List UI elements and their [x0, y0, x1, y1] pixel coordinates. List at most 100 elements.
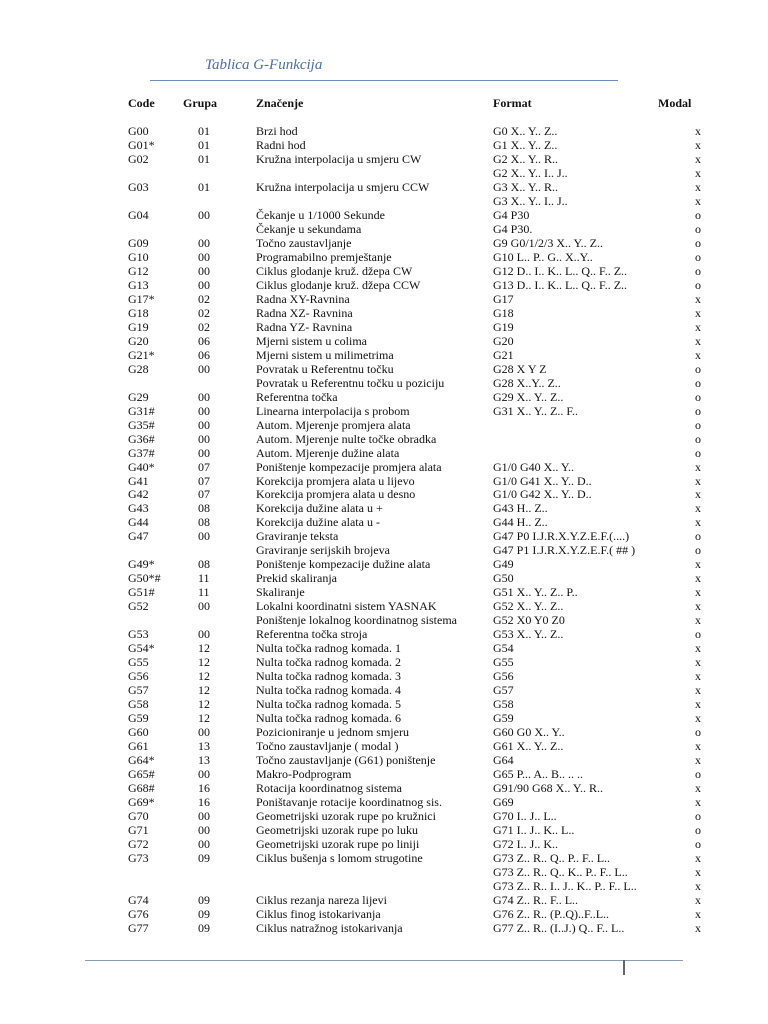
- cell-modal: x: [695, 179, 701, 194]
- cell-znacenje: Povratak u Referentnu točku: [256, 361, 394, 376]
- cell-modal: x: [695, 124, 701, 138]
- cell-znacenje: Referentna točka stroja: [256, 627, 368, 642]
- footer-divider: [85, 960, 683, 961]
- cell-code: G51#: [128, 585, 155, 600]
- cell-grupa: 07: [198, 473, 210, 488]
- cell-code: G02: [128, 151, 149, 166]
- cell-znacenje: Korekcija dužine alata u -: [256, 515, 380, 530]
- cell-format: G10 L.. P.. G.. X..Y..: [493, 249, 593, 264]
- table-row: G12 00 Ciklus glodanje kruž. džepa CW G12 D…: [0, 264, 768, 278]
- cell-grupa: 06: [198, 347, 210, 362]
- cell-grupa: 08: [198, 515, 210, 530]
- cell-grupa: 12: [198, 641, 210, 656]
- cell-znacenje: Ciklus bušenja s lomom strugotine: [256, 850, 423, 865]
- cell-znacenje: Kružna interpolacija u smjeru CW: [256, 151, 422, 166]
- cell-code: G58: [128, 697, 149, 712]
- cell-grupa: 12: [198, 697, 210, 712]
- cell-modal: x: [695, 585, 701, 600]
- cell-znacenje: Skaliranje: [256, 585, 305, 600]
- cell-znacenje: Geometrijski uzorak rupe po liniji: [256, 836, 420, 851]
- cell-code: G76: [128, 906, 149, 921]
- header-znacenje: Značenje: [256, 96, 304, 110]
- cell-code: G00: [128, 124, 149, 138]
- cell-znacenje: Čekanje u sekundama: [256, 221, 362, 236]
- cell-znacenje: Autom. Mjerenje dužine alata: [256, 445, 400, 460]
- cell-grupa: 00: [198, 249, 210, 264]
- cell-format: G4 P30: [493, 207, 530, 222]
- cell-modal: x: [695, 920, 701, 935]
- cell-znacenje: Referentna točka: [256, 389, 338, 404]
- cell-code: G68#: [128, 781, 155, 796]
- cell-znacenje: Mjerni sistem u colima: [256, 333, 367, 348]
- cell-znacenje: Nulta točka radnog komada. 6: [256, 711, 401, 726]
- cell-format: G52 X0 Y0 Z0: [493, 613, 565, 628]
- table-row: G74 09 Ciklus rezanja nareza lijevi G74 Z..…: [0, 893, 768, 907]
- cell-code: G09: [128, 235, 149, 250]
- cell-grupa: 00: [198, 277, 210, 292]
- cell-modal: o: [695, 836, 701, 851]
- cell-grupa: 07: [198, 487, 210, 502]
- header-modal: Modal: [658, 96, 692, 110]
- cell-format: G2 X.. Y.. I.. J..: [493, 165, 568, 180]
- table-row: Povratak u Referentnu točku u poziciju G2…: [0, 376, 768, 390]
- cell-modal: o: [695, 263, 701, 278]
- cell-modal: x: [695, 305, 701, 320]
- table-row: G02 01 Kružna interpolacija u smjeru CW G2 …: [0, 152, 768, 166]
- cell-format: G70 I.. J.. L..: [493, 809, 557, 824]
- cell-znacenje: Ciklus glodanje kruž. džepa CCW: [256, 277, 421, 292]
- cell-format: G12 D.. I.. K.. L.. Q.. F.. Z..: [493, 263, 628, 278]
- cell-modal: x: [695, 501, 701, 516]
- cell-code: G01*: [128, 137, 155, 152]
- cell-format: G52 X.. Y.. Z..: [493, 599, 564, 614]
- cell-modal: x: [695, 655, 701, 670]
- cell-format: G2 X.. Y.. R..: [493, 151, 559, 166]
- cell-modal: x: [695, 641, 701, 656]
- cell-grupa: 02: [198, 319, 210, 334]
- table-row: G76 09 Ciklus finog istokarivanja G76 Z.. R…: [0, 907, 768, 921]
- table-row: G73 Z.. R.. I.. J.. K.. P.. F.. L.. x: [0, 879, 768, 893]
- cell-format: G72 I.. J.. K..: [493, 836, 558, 851]
- cell-format: G56: [493, 669, 514, 684]
- cell-code: G70: [128, 809, 149, 824]
- cell-modal: x: [695, 781, 701, 796]
- cell-code: G53: [128, 627, 149, 642]
- cell-grupa: 00: [198, 263, 210, 278]
- cell-modal: x: [695, 711, 701, 726]
- table-row: G56 12 Nulta točka radnog komada. 3 G56 x: [0, 669, 768, 683]
- cell-format: G49: [493, 557, 514, 572]
- cell-grupa: 06: [198, 333, 210, 348]
- cell-modal: x: [695, 557, 701, 572]
- cell-znacenje: Radna XY-Ravnina: [256, 291, 350, 306]
- cell-format: G76 Z.. R.. (P..Q)..F..L..: [493, 906, 610, 921]
- cell-modal: x: [695, 151, 701, 166]
- cell-znacenje: Prekid skaliranja: [256, 571, 337, 586]
- table-row: G00 01 Brzi hod G0 X.. Y.. Z.. x: [0, 124, 768, 138]
- table-row: G35# 00 Autom. Mjerenje promjera alata o: [0, 418, 768, 432]
- cell-code: G52: [128, 599, 149, 614]
- cell-modal: o: [695, 543, 701, 558]
- cell-format: G65 P... A.. B.. .. ..: [493, 767, 584, 782]
- cell-format: G53 X.. Y.. Z..: [493, 627, 564, 642]
- cell-code: G50*#: [128, 571, 161, 586]
- cell-modal: x: [695, 697, 701, 712]
- cell-format: G55: [493, 655, 514, 670]
- table-row: G2 X.. Y.. I.. J.. x: [0, 166, 768, 180]
- table-row: G55 12 Nulta točka radnog komada. 2 G55 x: [0, 655, 768, 669]
- cell-znacenje: Korekcija promjera alata u lijevo: [256, 473, 415, 488]
- cell-znacenje: Geometrijski uzorak rupe po kružnici: [256, 809, 436, 824]
- cell-znacenje: Ciklus glodanje kruž. džepa CW: [256, 263, 413, 278]
- cell-modal: o: [695, 767, 701, 782]
- cell-code: G60: [128, 725, 149, 740]
- cell-modal: x: [695, 613, 701, 628]
- table-row: G41 07 Korekcija promjera alata u lijevo G1…: [0, 474, 768, 488]
- header-code: Code: [128, 96, 155, 110]
- cell-znacenje: Poništenje lokalnog koordinatnog sistema: [256, 613, 457, 628]
- cell-modal: o: [695, 445, 701, 460]
- table-row: G73 09 Ciklus bušenja s lomom strugotine G7…: [0, 851, 768, 865]
- cell-format: G0 X.. Y.. Z..: [493, 124, 558, 138]
- cell-znacenje: Poništenje kompezacije promjera alata: [256, 459, 442, 474]
- cell-modal: x: [695, 795, 701, 810]
- cell-format: G91/90 G68 X.. Y.. R..: [493, 781, 604, 796]
- cell-format: G59: [493, 711, 514, 726]
- cell-format: G18: [493, 305, 514, 320]
